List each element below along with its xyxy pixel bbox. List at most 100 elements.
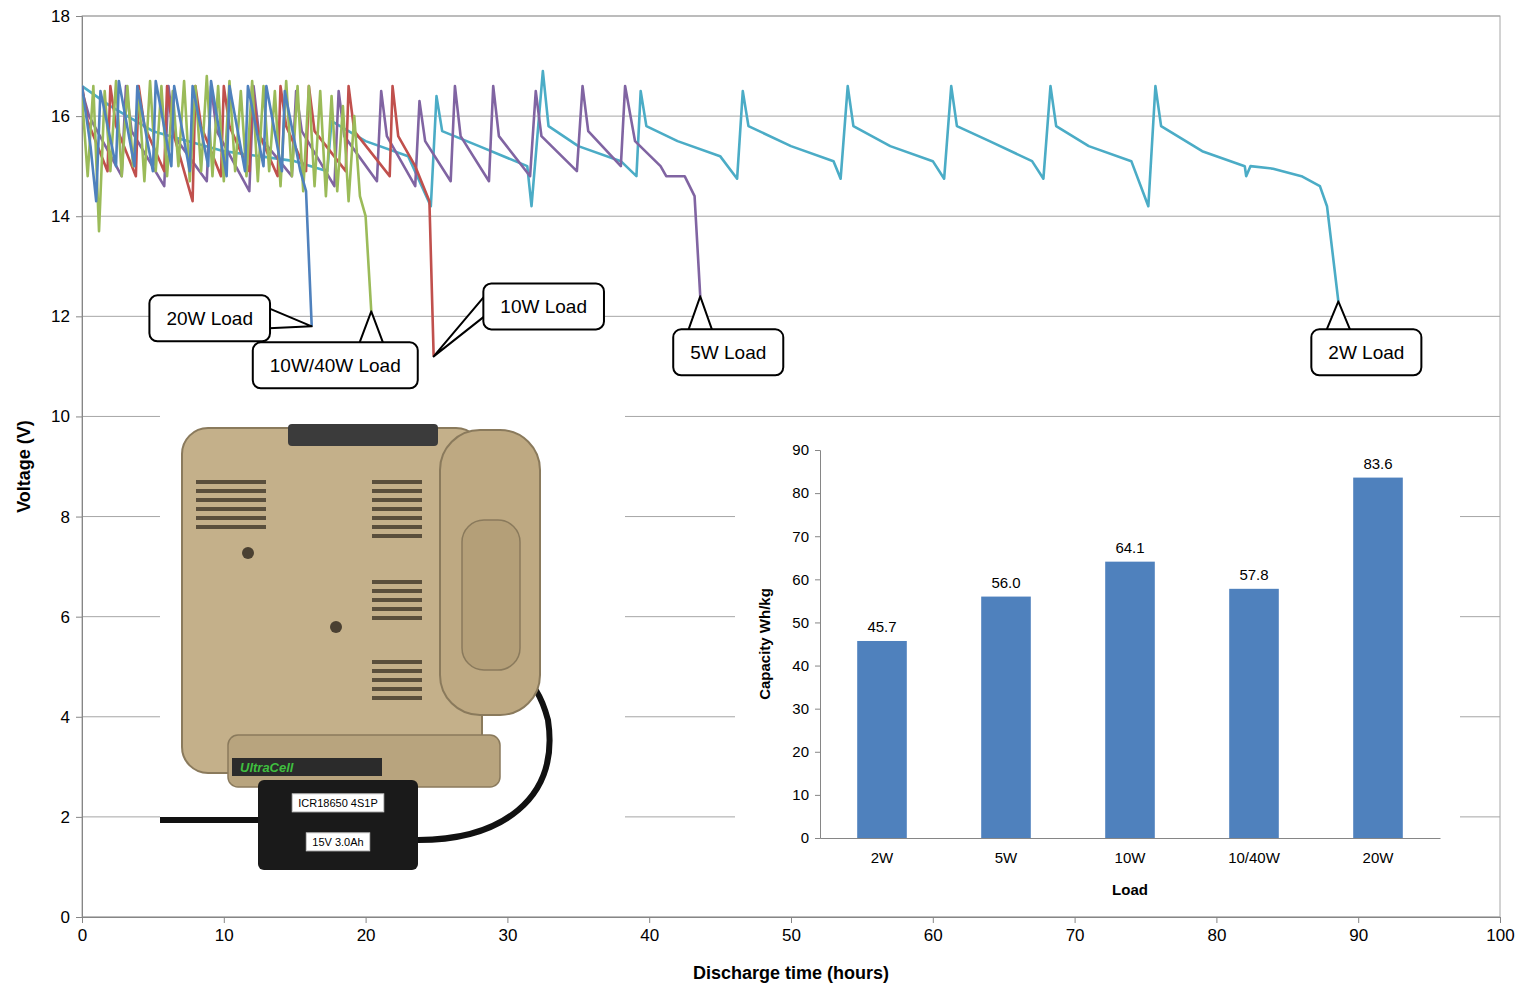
y-axis-tick-mark xyxy=(76,517,82,518)
y-axis-tick: 14 xyxy=(51,207,82,226)
x-axis-tick: 30 xyxy=(498,917,517,945)
grid-line xyxy=(82,316,1500,317)
photo-label-patch xyxy=(292,794,384,812)
bar-x-tick: 5W xyxy=(995,838,1018,866)
bar-y-axis-tick-label: 80 xyxy=(792,484,809,501)
x-axis-tick-label: 70 xyxy=(1066,926,1085,945)
data-label: 45.7 xyxy=(867,618,896,635)
y-axis-tick-mark xyxy=(76,316,82,317)
bar-y-axis-tick-mark xyxy=(815,795,820,796)
data-label: 64.1 xyxy=(1115,539,1144,556)
data-label: 83.6 xyxy=(1363,455,1392,472)
bar-y-axis-tick-mark xyxy=(815,579,820,580)
bar xyxy=(981,597,1031,838)
y-axis-tick-label: 18 xyxy=(51,7,70,26)
bar-y-axis-tick: 40 xyxy=(792,657,820,674)
y-axis-tick: 10 xyxy=(51,407,82,426)
photo-brand: UltraCell xyxy=(240,760,294,775)
bar-x-axis: 2W5W10W10/40W20W xyxy=(821,838,1441,866)
y-axis-line xyxy=(76,17,83,918)
x-axis-tick-mark xyxy=(649,917,650,923)
vent xyxy=(372,607,422,611)
y-axis-tick-label: 0 xyxy=(61,908,70,927)
vent xyxy=(196,489,266,493)
bar-x-tick: 2W xyxy=(871,838,894,866)
vent xyxy=(372,669,422,673)
y-axis-tick-label: 16 xyxy=(51,107,70,126)
callout-pointer xyxy=(1326,301,1350,330)
x-axis-tick-mark xyxy=(366,917,367,923)
series-line xyxy=(82,81,312,326)
y-axis-tick: 6 xyxy=(61,608,82,627)
vent xyxy=(196,480,266,484)
y-axis-tick-mark xyxy=(76,717,82,718)
vent xyxy=(372,489,422,493)
bar-x-axis-line xyxy=(821,838,1441,839)
bar-x-tick-label: 5W xyxy=(995,849,1018,866)
bar-y-axis-tick: 80 xyxy=(792,484,820,501)
x-axis-tick: 50 xyxy=(782,917,801,945)
bar xyxy=(1229,589,1279,838)
y-axis-tick-label: 2 xyxy=(61,808,70,827)
bar-x-tick-label: 20W xyxy=(1363,849,1395,866)
callout-box xyxy=(1311,329,1421,375)
photo-label-patch xyxy=(306,833,369,851)
y-axis-tick: 4 xyxy=(61,708,82,727)
y-axis-tick-mark xyxy=(76,216,82,217)
inset-ground xyxy=(735,428,1460,904)
bar-y-axis-tick-label: 10 xyxy=(792,786,809,803)
bar-y-axis-tick-label: 70 xyxy=(792,528,809,545)
callout: 10W Load xyxy=(434,283,604,356)
y-axis-tick-label: 6 xyxy=(61,608,70,627)
y-axis-title: Voltage (V) xyxy=(14,420,34,513)
y-axis-tick-label: 10 xyxy=(51,407,70,426)
bar-y-axis-tick-label: 50 xyxy=(792,614,809,631)
x-axis-tick-mark xyxy=(1500,917,1501,923)
x-axis-tick-mark xyxy=(507,917,508,923)
y-axis-tick-label: 12 xyxy=(51,307,70,326)
bar-y-axis-title: Capacity Wh/kg xyxy=(756,588,773,700)
x-axis-title: Discharge time (hours) xyxy=(693,963,889,983)
vent xyxy=(372,616,422,620)
vent xyxy=(196,525,266,529)
x-axis-tick: 10 xyxy=(215,917,234,945)
data-label: 57.8 xyxy=(1239,566,1268,583)
vent xyxy=(196,507,266,511)
y-axis-tick-label: 4 xyxy=(61,708,70,727)
bar-y-axis-tick-mark xyxy=(815,536,820,537)
y-axis-tick-mark xyxy=(76,116,82,117)
x-axis-tick-label: 30 xyxy=(498,926,517,945)
plot-frame xyxy=(82,16,1500,917)
bar-y-axis-tick: 90 xyxy=(792,441,820,458)
x-axis-tick: 40 xyxy=(640,917,659,945)
bar-y-axis: 0102030405060708090 xyxy=(792,441,820,846)
y-axis-tick: 2 xyxy=(61,808,82,827)
vent xyxy=(372,480,422,484)
vent xyxy=(372,580,422,584)
y-axis-tick-mark xyxy=(76,617,82,618)
bar-y-axis-tick-mark xyxy=(815,450,820,451)
device-top xyxy=(288,424,438,446)
callout-label: 10W/40W Load xyxy=(270,355,401,376)
vent xyxy=(196,516,266,520)
x-axis-tick-label: 10 xyxy=(215,926,234,945)
grid xyxy=(82,16,1500,917)
vent xyxy=(372,498,422,502)
photo: UltraCellICR18650 4S1P15V 3.0Ah xyxy=(160,424,550,870)
x-axis-tick-mark xyxy=(224,917,225,923)
callout-box xyxy=(483,283,604,329)
y-axis-tick: 8 xyxy=(61,507,82,526)
x-axis-tick: 60 xyxy=(924,917,943,945)
bar-x-tick: 10W xyxy=(1115,838,1147,866)
x-axis-tick-mark xyxy=(1075,917,1076,923)
line-chart: 0102030405060708090100024681012141618Dis… xyxy=(14,7,1515,983)
bar-y-axis-tick-label: 0 xyxy=(801,829,809,846)
y-axis-tick: 12 xyxy=(51,307,82,326)
callout-pointer xyxy=(434,296,485,356)
x-axis-line xyxy=(83,918,1501,924)
bar-x-tick: 20W xyxy=(1363,838,1395,866)
callout-box xyxy=(149,295,270,341)
callout: 5W Load xyxy=(673,296,783,375)
x-axis-tick: 0 xyxy=(78,917,87,945)
x-axis-tick-label: 90 xyxy=(1349,926,1368,945)
